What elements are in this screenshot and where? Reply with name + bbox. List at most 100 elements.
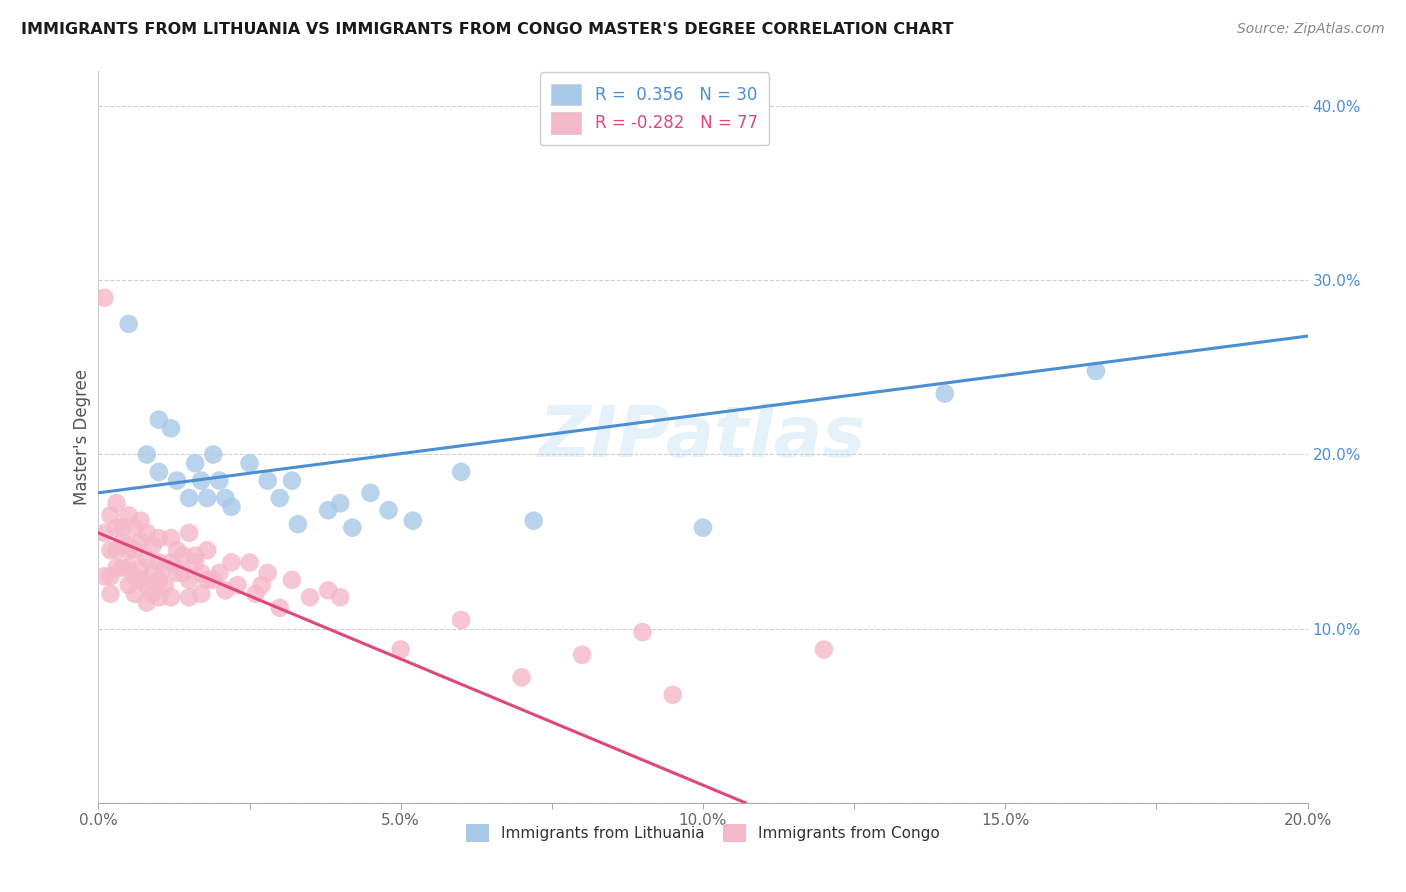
Point bbox=[510, 670, 533, 684]
Point bbox=[148, 531, 170, 545]
Point bbox=[571, 648, 593, 662]
Point bbox=[93, 525, 115, 540]
Text: Source: ZipAtlas.com: Source: ZipAtlas.com bbox=[1237, 22, 1385, 37]
Point bbox=[111, 521, 134, 535]
Point bbox=[195, 491, 218, 505]
Point bbox=[813, 642, 835, 657]
Point bbox=[129, 560, 152, 574]
Point bbox=[202, 573, 225, 587]
Point bbox=[172, 549, 194, 563]
Point bbox=[118, 508, 141, 523]
Point bbox=[124, 569, 146, 583]
Point bbox=[166, 543, 188, 558]
Point bbox=[450, 613, 472, 627]
Point bbox=[202, 448, 225, 462]
Point bbox=[111, 560, 134, 574]
Point bbox=[184, 556, 207, 570]
Point bbox=[329, 496, 352, 510]
Point bbox=[316, 503, 339, 517]
Point bbox=[118, 543, 141, 558]
Point bbox=[214, 491, 236, 505]
Point bbox=[135, 448, 157, 462]
Point bbox=[172, 566, 194, 580]
Point bbox=[118, 538, 141, 552]
Point bbox=[160, 421, 183, 435]
Point bbox=[111, 534, 134, 549]
Point bbox=[118, 578, 141, 592]
Point bbox=[195, 573, 218, 587]
Point bbox=[166, 474, 188, 488]
Point bbox=[281, 573, 304, 587]
Point bbox=[402, 514, 425, 528]
Point bbox=[135, 525, 157, 540]
Point bbox=[153, 578, 176, 592]
Point bbox=[129, 534, 152, 549]
Point bbox=[269, 600, 291, 615]
Point bbox=[661, 688, 683, 702]
Point bbox=[190, 587, 212, 601]
Point bbox=[1085, 364, 1108, 378]
Point bbox=[135, 595, 157, 609]
Point bbox=[142, 587, 165, 601]
Point bbox=[142, 566, 165, 580]
Point bbox=[299, 591, 322, 605]
Point bbox=[342, 521, 364, 535]
Point bbox=[100, 587, 122, 601]
Point bbox=[329, 591, 352, 605]
Point bbox=[148, 465, 170, 479]
Point bbox=[239, 456, 262, 470]
Point bbox=[360, 485, 382, 500]
Point bbox=[93, 569, 115, 583]
Point bbox=[135, 578, 157, 592]
Point bbox=[160, 556, 183, 570]
Point bbox=[124, 587, 146, 601]
Point bbox=[523, 514, 546, 528]
Point bbox=[179, 573, 201, 587]
Point bbox=[129, 573, 152, 587]
Point bbox=[105, 496, 128, 510]
Point bbox=[118, 317, 141, 331]
Point bbox=[118, 560, 141, 574]
Point bbox=[256, 474, 278, 488]
Point bbox=[214, 583, 236, 598]
Point bbox=[208, 474, 231, 488]
Point bbox=[153, 560, 176, 574]
Point bbox=[190, 474, 212, 488]
Point bbox=[184, 456, 207, 470]
Point bbox=[208, 566, 231, 580]
Point bbox=[160, 591, 183, 605]
Legend: Immigrants from Lithuania, Immigrants from Congo: Immigrants from Lithuania, Immigrants fr… bbox=[458, 816, 948, 850]
Point bbox=[100, 508, 122, 523]
Point bbox=[105, 560, 128, 574]
Point bbox=[160, 531, 183, 545]
Point bbox=[93, 291, 115, 305]
Point bbox=[148, 556, 170, 570]
Point bbox=[226, 578, 249, 592]
Point bbox=[934, 386, 956, 401]
Point bbox=[124, 521, 146, 535]
Point bbox=[190, 566, 212, 580]
Point bbox=[184, 549, 207, 563]
Point bbox=[195, 543, 218, 558]
Text: ZIPatlas: ZIPatlas bbox=[540, 402, 866, 472]
Point bbox=[179, 491, 201, 505]
Point bbox=[166, 566, 188, 580]
Point bbox=[179, 525, 201, 540]
Point bbox=[148, 573, 170, 587]
Point bbox=[256, 566, 278, 580]
Text: IMMIGRANTS FROM LITHUANIA VS IMMIGRANTS FROM CONGO MASTER'S DEGREE CORRELATION C: IMMIGRANTS FROM LITHUANIA VS IMMIGRANTS … bbox=[21, 22, 953, 37]
Point bbox=[221, 556, 243, 570]
Point bbox=[105, 521, 128, 535]
Y-axis label: Master's Degree: Master's Degree bbox=[73, 369, 91, 505]
Point bbox=[245, 587, 267, 601]
Point bbox=[269, 491, 291, 505]
Point bbox=[250, 578, 273, 592]
Point bbox=[105, 543, 128, 558]
Point bbox=[135, 552, 157, 566]
Point bbox=[239, 556, 262, 570]
Point bbox=[389, 642, 412, 657]
Point bbox=[124, 543, 146, 558]
Point bbox=[148, 591, 170, 605]
Point bbox=[221, 500, 243, 514]
Point bbox=[179, 591, 201, 605]
